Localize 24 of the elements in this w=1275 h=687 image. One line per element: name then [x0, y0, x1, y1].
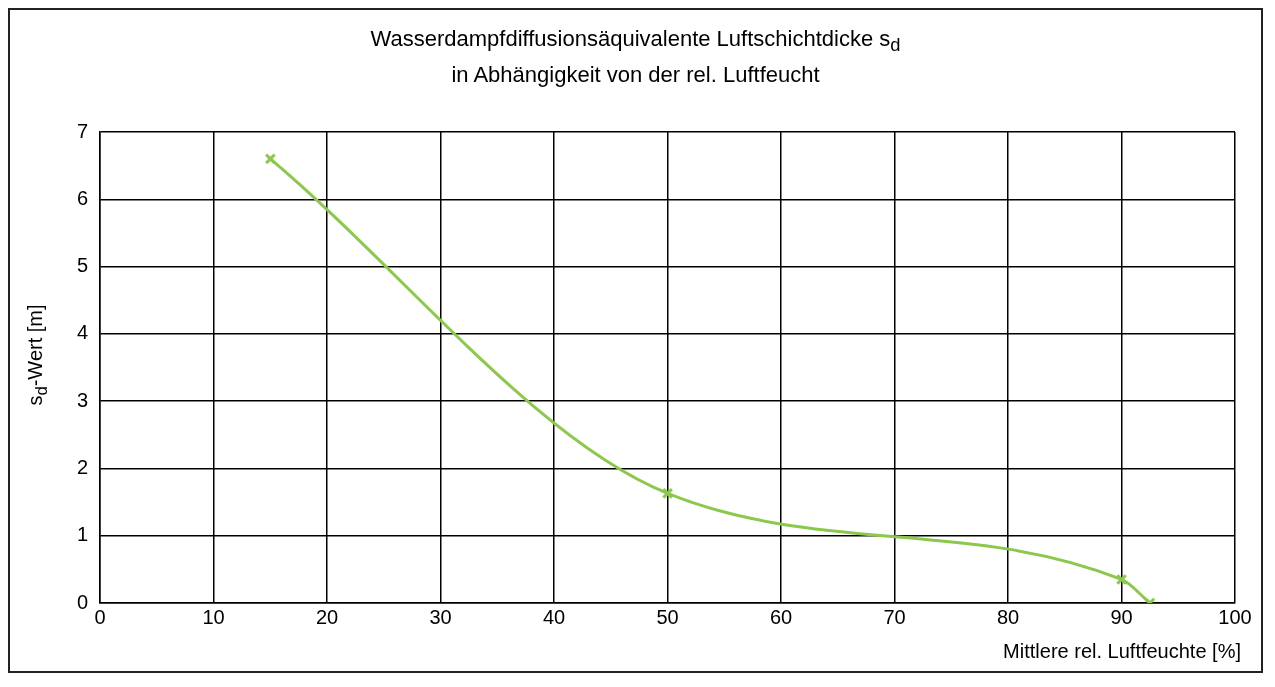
y-tick-label: 4	[77, 321, 89, 344]
point	[264, 153, 277, 165]
y-tick-label: 3	[77, 388, 89, 411]
x-tick-label: 90	[1110, 605, 1133, 628]
x-tick-label: 20	[315, 605, 339, 628]
point	[661, 487, 674, 500]
x-tick-label: 70	[883, 605, 906, 628]
y-tick-label: 7	[77, 119, 89, 142]
y-tick-label: 0	[77, 590, 89, 613]
x-tick-label: 80	[996, 605, 1020, 628]
y-tick-label: 6	[77, 186, 89, 209]
x-tick-label: 60	[769, 605, 793, 628]
y-tick-label: 5	[77, 254, 89, 277]
x-tick-label: 0	[94, 605, 106, 628]
point	[1115, 573, 1128, 586]
y-tick-label: 1	[77, 523, 89, 546]
x-tick-label: 10	[202, 605, 225, 628]
x-axis-title: Mittlere rel. Luftfeuchte [%]	[1003, 640, 1241, 663]
chart-title: Wasserdampfdiffusionsäquivalente Luftschichtdicke s$_{d}$ in Abhängigkeit von der rel. Luftfeucht	[370, 26, 901, 88]
x-tick-label: 40	[542, 605, 566, 628]
x-tick-label: 30	[429, 605, 452, 628]
x-tick-label: 100	[1218, 605, 1252, 628]
y-tick-label: 2	[77, 455, 89, 478]
x-tick-label: 50	[656, 605, 679, 628]
